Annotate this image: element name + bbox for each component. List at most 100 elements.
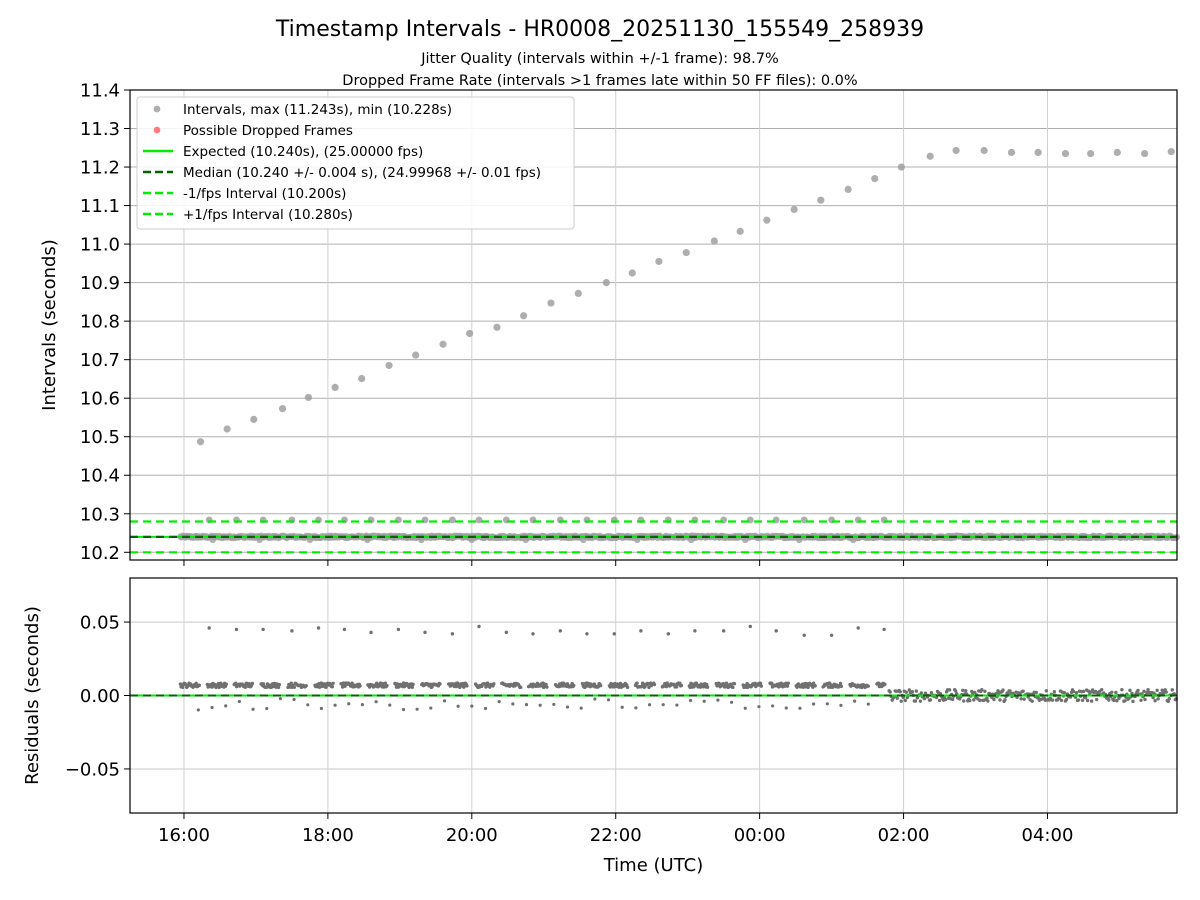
residual-point: [983, 689, 987, 693]
residual-point: [330, 685, 335, 689]
residual-point-low: [798, 706, 802, 710]
residuals-plot: −0.05 0.00 0.05 16:00 18:00 20:00 22:00 00:00 02…: [22, 577, 1178, 876]
residual-point: [731, 685, 735, 690]
residual-point: [1115, 699, 1119, 703]
residual-point: [992, 697, 996, 702]
residual-point: [895, 696, 899, 700]
residual-point-high: [802, 633, 806, 637]
residual-point: [1107, 698, 1111, 702]
residual-point-low: [196, 708, 200, 712]
residual-point-low: [839, 703, 843, 707]
residual-point: [839, 684, 844, 689]
residual-point-low: [661, 703, 665, 707]
interval-point-minus: [256, 536, 263, 544]
dropped-frame-subtitle: Dropped Frame Rate (intervals >1 frames …: [342, 73, 857, 89]
residual-point-low: [688, 698, 693, 703]
residual-point: [322, 682, 327, 686]
residual-point-high: [612, 632, 616, 636]
interval-point-high: [547, 299, 555, 307]
interval-point-plus-frame: [448, 516, 456, 524]
residual-point: [795, 685, 799, 689]
residual-point: [806, 685, 810, 690]
residual-point: [261, 682, 266, 686]
interval-point-high: [980, 146, 988, 155]
residual-point: [914, 689, 919, 693]
residual-point-high: [207, 626, 211, 630]
residual-point-high: [396, 627, 401, 632]
residual-point: [635, 681, 639, 685]
top-y-tick-label: 10.5: [80, 427, 120, 448]
top-y-tick-label: 10.7: [80, 350, 120, 371]
residual-point: [674, 685, 679, 689]
residual-point-high: [290, 629, 294, 633]
residual-point: [1166, 699, 1170, 704]
top-y-tick-label: 10.3: [80, 504, 120, 525]
interval-point-high: [790, 205, 798, 214]
residual-point: [922, 696, 927, 701]
residual-point: [883, 682, 887, 686]
interval-point-high: [331, 383, 339, 392]
residual-point-high: [856, 626, 860, 630]
residual-point-low: [347, 702, 351, 706]
residual-point-low: [593, 697, 597, 701]
residual-point: [964, 689, 968, 693]
residual-point: [385, 683, 389, 688]
interval-point-minus: [468, 536, 476, 544]
residual-point: [1074, 691, 1079, 695]
interval-point-high: [466, 329, 474, 338]
residual-point: [598, 683, 603, 688]
residual-point: [292, 685, 297, 689]
interval-point-high: [439, 340, 447, 348]
residual-point: [998, 698, 1002, 702]
legend-label: Possible Dropped Frames: [183, 123, 353, 139]
residual-point: [1003, 698, 1007, 702]
residual-point: [592, 682, 597, 686]
residual-point: [1062, 690, 1067, 695]
residual-point-low: [319, 706, 324, 711]
figure-title: Timestamp Intervals - HR0008_20251130_15…: [275, 17, 924, 42]
legend-label: +1/fps Interval (10.280s): [183, 207, 353, 223]
residual-point: [519, 685, 523, 690]
residual-point-low: [360, 703, 365, 707]
interval-point-high: [223, 425, 231, 433]
residual-point-low: [388, 703, 392, 707]
legend-marker-dot: [153, 105, 161, 113]
top-y-tick-label: 11.3: [80, 119, 120, 140]
residual-point-low: [429, 706, 433, 710]
residual-point: [1155, 688, 1159, 693]
residual-point-low: [278, 697, 282, 701]
residual-point-high: [829, 633, 834, 637]
residual-point: [358, 684, 362, 688]
bottom-y-tick-label: 0.05: [80, 613, 120, 634]
interval-point-high: [412, 351, 420, 359]
residual-point: [224, 682, 228, 686]
residual-point: [1022, 697, 1026, 701]
x-tick-label: 04:00: [1022, 825, 1074, 846]
interval-point-high: [710, 237, 718, 245]
residual-point: [1136, 688, 1140, 693]
residual-point-low: [210, 705, 214, 710]
interval-point-minus: [742, 536, 749, 544]
residual-point: [929, 691, 934, 695]
residual-point-low: [770, 704, 775, 708]
interval-point-high: [493, 323, 501, 331]
top-y-axis-label: Intervals (seconds): [39, 239, 60, 411]
residual-point: [492, 682, 496, 686]
residual-point: [759, 684, 764, 688]
residual-point: [1081, 689, 1086, 694]
residual-point-high: [774, 629, 778, 633]
interval-point-high: [250, 415, 258, 423]
residual-point: [901, 695, 905, 700]
residual-point: [1076, 698, 1081, 702]
residual-point-high: [882, 627, 886, 632]
residual-point-low: [292, 697, 296, 702]
residual-point: [679, 683, 684, 688]
residual-point: [928, 698, 933, 702]
residual-point: [758, 681, 763, 686]
legend-label: Median (10.240 +/- 0.004 s), (24.99968 +…: [183, 165, 541, 181]
residual-point: [705, 685, 710, 689]
interval-point-minus: [634, 536, 641, 544]
interval-point-minus: [364, 536, 371, 544]
residual-point: [978, 698, 982, 703]
